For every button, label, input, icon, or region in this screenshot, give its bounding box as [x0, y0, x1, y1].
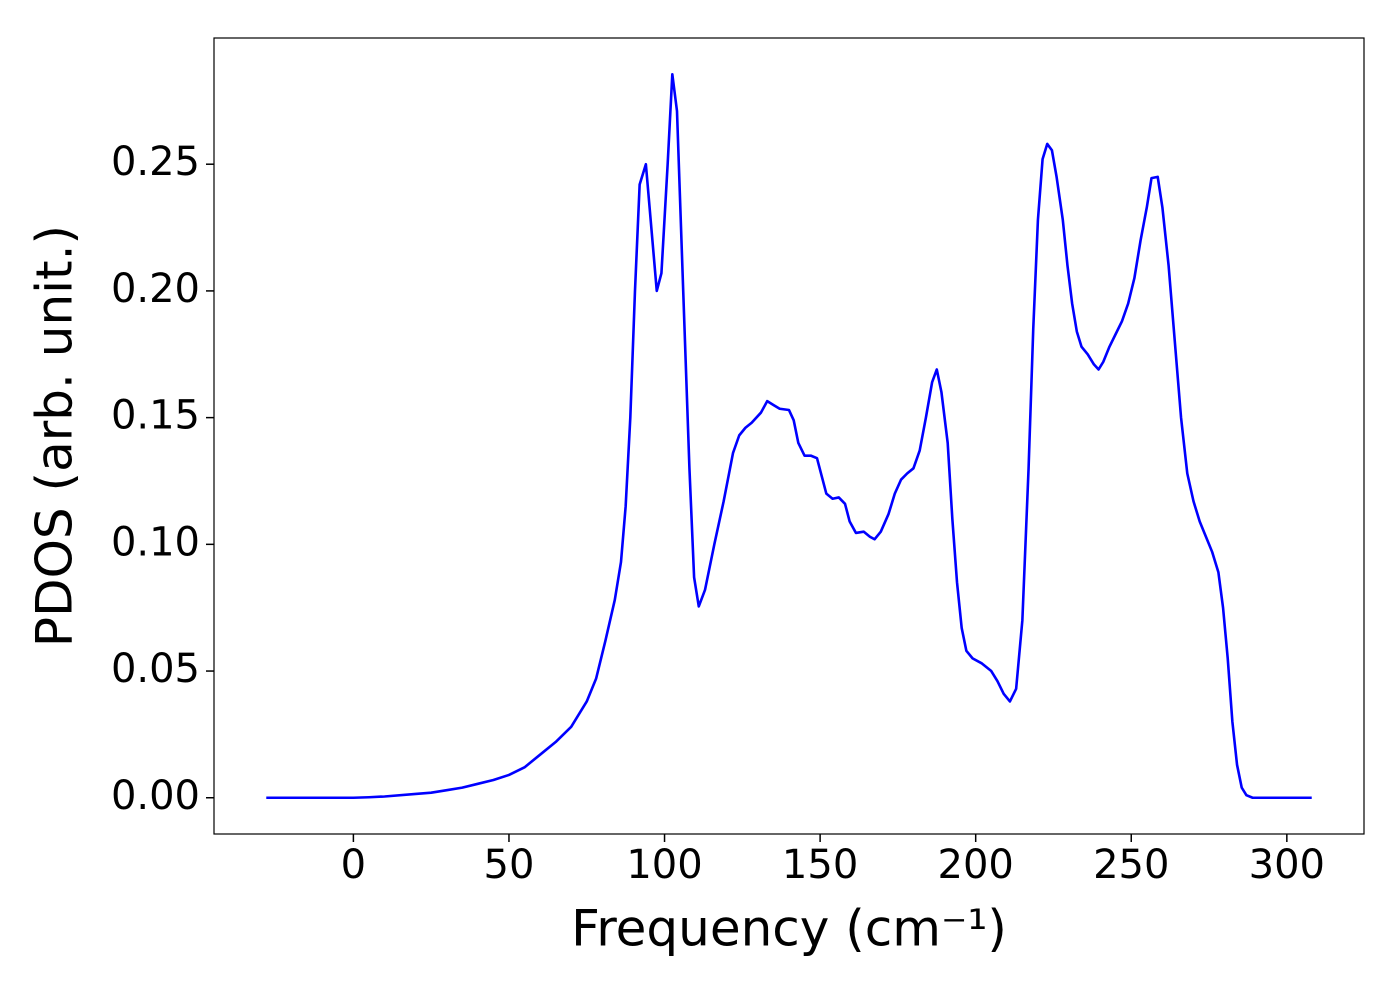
x-axis-label: Frequency (cm⁻¹)	[571, 900, 1007, 958]
x-tick-label: 100	[626, 842, 702, 888]
y-tick-label: 0.05	[111, 646, 200, 692]
y-tick-label: 0.00	[111, 773, 200, 819]
y-tick-label: 0.20	[111, 266, 200, 312]
y-axis-label: PDOS (arb. unit.)	[26, 225, 84, 647]
x-tick-label: 200	[938, 842, 1014, 888]
x-tick-label: 300	[1249, 842, 1325, 888]
x-tick-label: 0	[341, 842, 366, 888]
y-tick-label: 0.10	[111, 519, 200, 565]
x-tick-label: 250	[1093, 842, 1169, 888]
plot-frame	[213, 37, 1365, 835]
x-tick-label: 50	[484, 842, 535, 888]
x-tick-label: 150	[782, 842, 858, 888]
data-line	[266, 72, 1312, 800]
y-tick-label: 0.15	[111, 393, 200, 439]
y-tick-label: 0.25	[111, 139, 200, 185]
